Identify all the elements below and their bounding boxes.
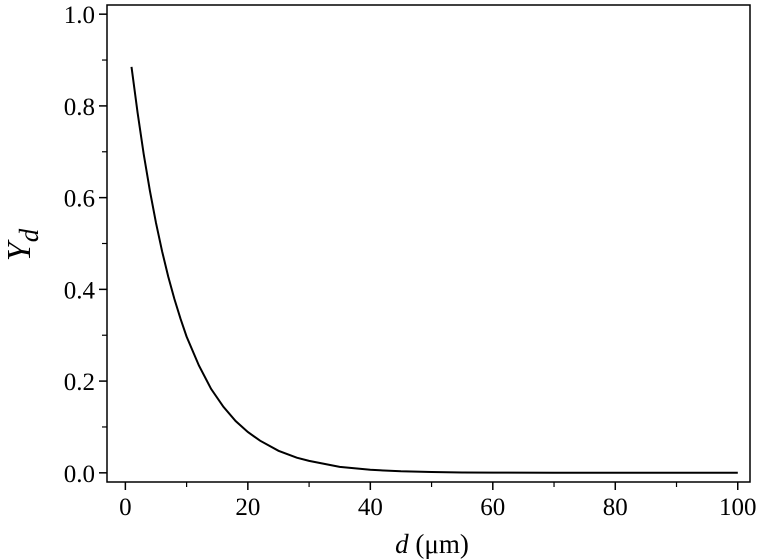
y-tick-label: 1.0 — [64, 2, 95, 29]
series-line — [130, 66, 738, 474]
plot-frame — [106, 4, 751, 483]
x-tick-label: 40 — [358, 494, 383, 521]
tick-marks — [99, 13, 739, 490]
tick-labels: 0 20 40 60 80 100 0.0 0.2 0.4 0.6 0.8 1.0 — [64, 2, 757, 521]
y-axis-subscript: d — [14, 228, 44, 242]
x-axis-unit: (μm) — [409, 529, 469, 559]
y-tick-label: 0.8 — [64, 94, 95, 121]
x-tick-label: 100 — [719, 494, 757, 521]
y-axis-title: Yd — [1, 228, 44, 261]
x-tick-label: 80 — [603, 494, 628, 521]
y-tick-label: 0.6 — [64, 186, 95, 213]
y-axis-symbol: Y — [1, 239, 38, 261]
x-tick-label: 20 — [235, 494, 260, 521]
y-tick-label: 0.0 — [64, 461, 95, 488]
x-tick-label: 60 — [480, 494, 505, 521]
y-tick-label: 0.2 — [64, 369, 95, 396]
x-axis-symbol: d — [395, 529, 409, 559]
y-tick-label: 0.4 — [64, 277, 96, 304]
x-tick-label: 0 — [119, 494, 132, 521]
x-axis-title: d (μm) — [395, 529, 469, 559]
